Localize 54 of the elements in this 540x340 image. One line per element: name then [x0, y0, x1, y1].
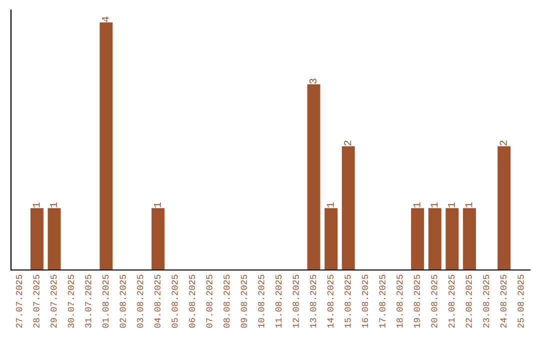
- x-tick-label: 22.08.2025: [466, 274, 472, 328]
- bar: [411, 208, 424, 270]
- bar: [428, 208, 442, 270]
- x-tick-label: 07.08.2025: [206, 274, 212, 328]
- x-tick-label: 09.08.2025: [240, 274, 247, 328]
- x-tick-label: 02.08.2025: [120, 274, 126, 328]
- data-label: 1: [465, 202, 472, 208]
- x-tick-label: 01.08.2025: [102, 274, 109, 328]
- bar: [30, 208, 44, 270]
- x-tick-label: 15.08.2025: [344, 274, 351, 328]
- bar: [307, 84, 320, 270]
- data-label: 1: [32, 202, 40, 208]
- x-tick-label: 18.08.2025: [396, 274, 403, 328]
- x-tick-label: 28.07.2025: [33, 274, 40, 328]
- bar: [498, 146, 511, 270]
- x-tick-label: 08.08.2025: [224, 274, 230, 328]
- x-tick-label: 27.07.2025: [16, 274, 22, 328]
- x-tick-label: 19.08.2025: [414, 274, 420, 328]
- x-tick-label: 03.08.2025: [137, 274, 144, 328]
- bar: [342, 146, 355, 270]
- x-tick-label: 31.07.2025: [85, 274, 92, 328]
- x-tick-label: 14.08.2025: [327, 274, 334, 328]
- x-tick-label: 17.08.2025: [379, 274, 386, 328]
- bar: [48, 208, 61, 270]
- x-tick-label: 20.08.2025: [431, 274, 438, 328]
- x-tick-label: 11.08.2025: [275, 274, 282, 328]
- data-label: 3: [309, 78, 317, 84]
- bar: [152, 208, 165, 270]
- data-label: 4: [102, 16, 109, 22]
- x-tick-label: 25.08.2025: [518, 274, 524, 328]
- data-label: 1: [430, 202, 438, 208]
- x-tick-label: 06.08.2025: [188, 274, 196, 328]
- data-label: 1: [154, 202, 161, 208]
- x-tick-label: 05.08.2025: [172, 274, 178, 328]
- bar: [446, 208, 459, 270]
- x-tick-label: 29.07.2025: [50, 274, 57, 328]
- x-tick-label: 12.08.2025: [292, 274, 299, 328]
- data-label: 2: [344, 140, 352, 146]
- data-label: 1: [326, 202, 334, 208]
- data-label: 2: [500, 140, 507, 146]
- x-tick-label: 13.08.2025: [310, 274, 316, 328]
- x-tick-label: 10.08.2025: [258, 274, 264, 328]
- x-tick-label: 16.08.2025: [362, 274, 368, 328]
- x-tick-label: 30.07.2025: [68, 274, 74, 328]
- x-tick-label: 23.08.2025: [483, 274, 490, 328]
- bar: [100, 22, 113, 270]
- data-label: 1: [448, 202, 455, 208]
- data-label: 1: [50, 202, 57, 208]
- x-tick-label: 04.08.2025: [154, 274, 160, 328]
- data-label: 1: [413, 202, 420, 208]
- x-tick-label: 21.08.2025: [448, 274, 455, 328]
- bar: [462, 208, 476, 270]
- bar: [324, 208, 338, 270]
- x-tick-label: 24.08.2025: [500, 274, 506, 328]
